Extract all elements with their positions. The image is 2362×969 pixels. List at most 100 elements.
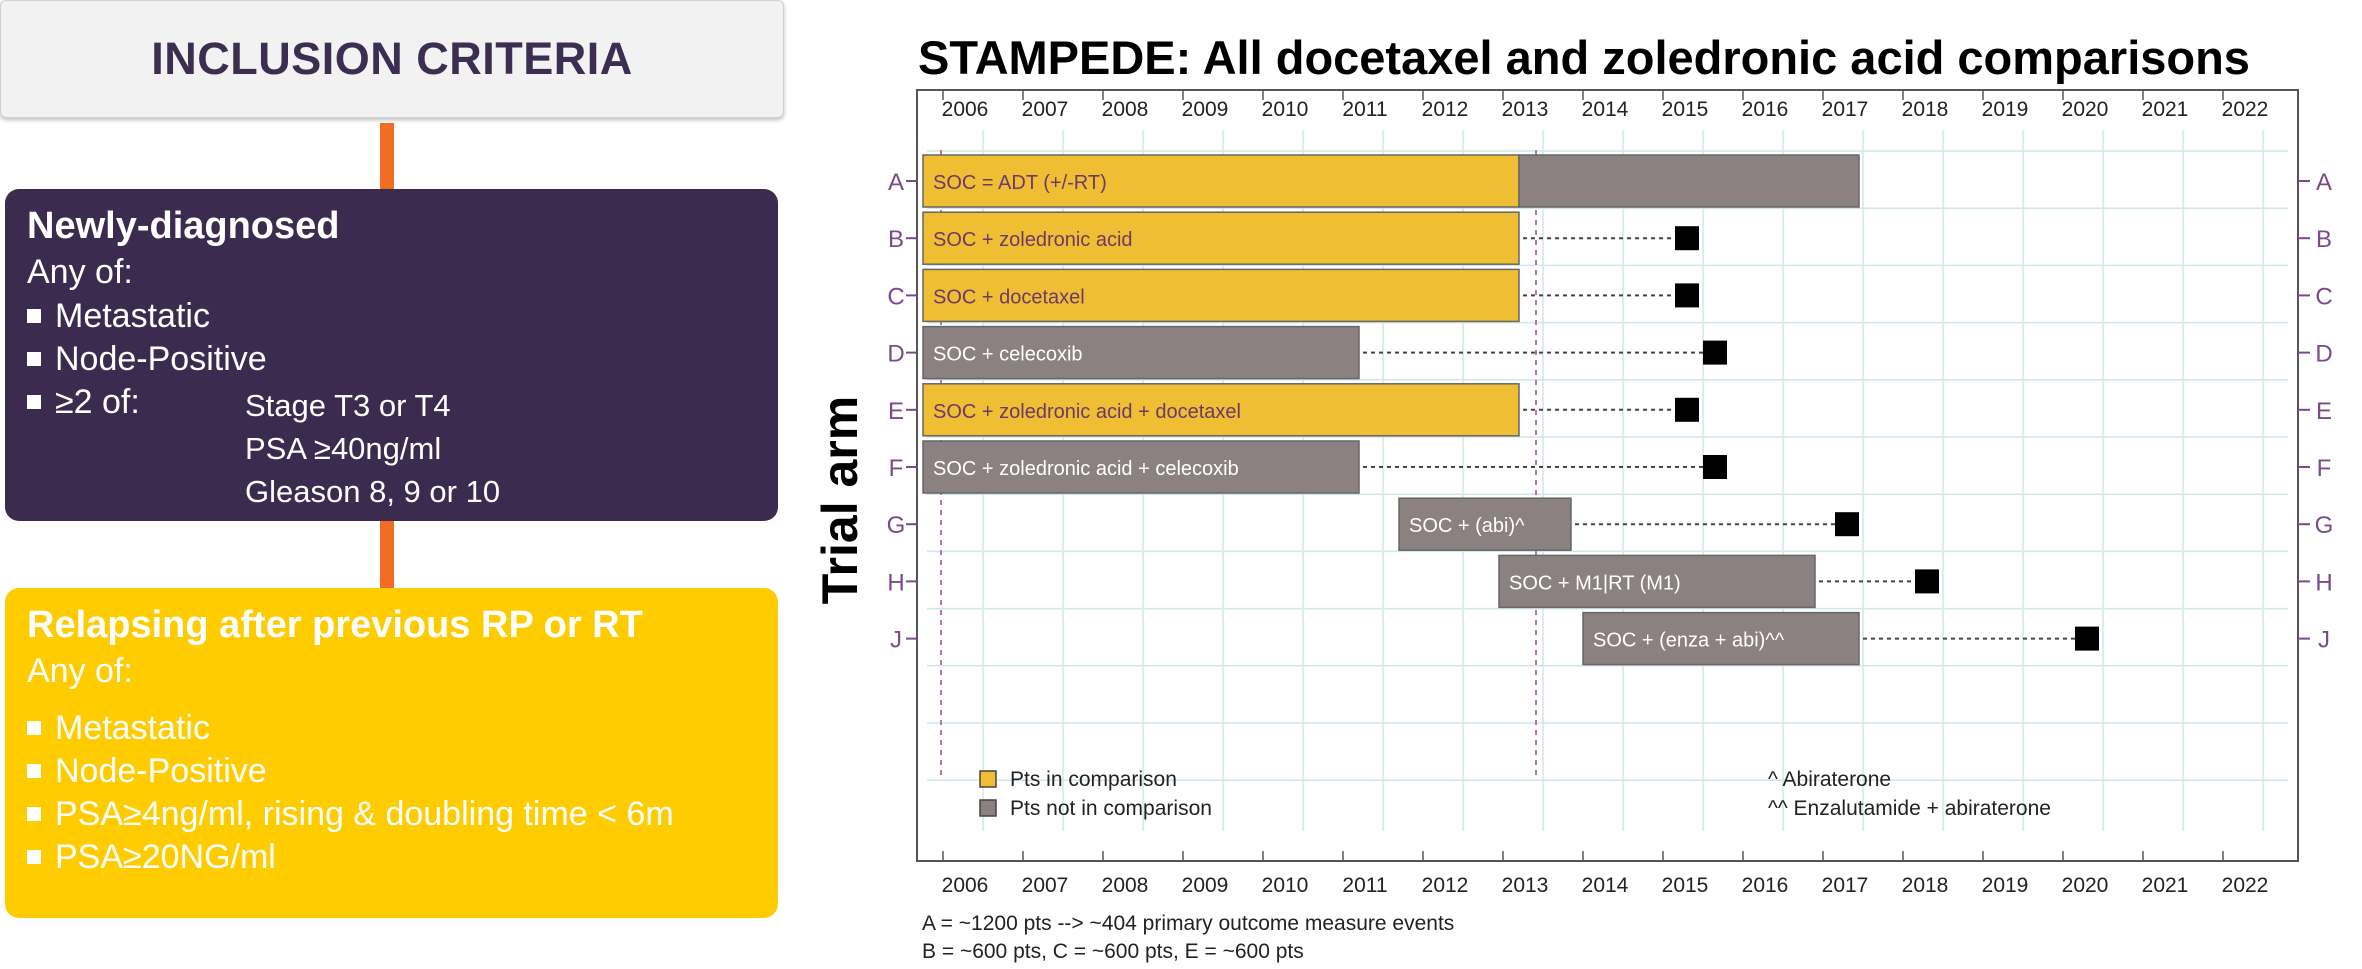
bar-not-in-comparison <box>1518 154 1860 208</box>
x-tick-label-bottom: 2019 <box>1982 874 2029 897</box>
x-tick-label-bottom: 2008 <box>1102 874 1149 897</box>
x-tick-label-top: 2017 <box>1822 98 1869 121</box>
arm-label-right: A <box>2316 169 2332 196</box>
x-tick-label-bottom: 2016 <box>1742 874 1789 897</box>
endpoint-marker <box>1703 340 1727 365</box>
arm-label-right: G <box>2315 512 2334 539</box>
list-item-text: PSA≥4ng/ml, rising & doubling time < 6m <box>55 795 674 833</box>
list-item: Metastatic <box>27 709 210 748</box>
bar-in-comparison <box>922 383 1520 437</box>
list-item-text: Node-Positive <box>55 752 267 790</box>
arm-label-left: C <box>887 283 904 310</box>
list-item: PSA≥20NG/ml <box>27 838 276 877</box>
x-tick-label-bottom: 2006 <box>942 874 989 897</box>
bar-in-comparison <box>922 268 1520 323</box>
endpoint-marker <box>1915 569 1939 594</box>
x-tick-label-bottom: 2020 <box>2062 874 2109 897</box>
x-tick-label-bottom: 2012 <box>1422 874 1469 897</box>
x-tick-label-top: 2009 <box>1182 98 1229 121</box>
list-item-text: Node-Positive <box>55 340 267 378</box>
list-item: Metastatic <box>27 297 210 336</box>
bullet-icon <box>27 395 41 409</box>
list-item: Node-Positive <box>27 752 267 791</box>
bar-label: SOC + docetaxel <box>933 286 1085 308</box>
list-item-text: Metastatic <box>55 297 210 335</box>
arm-label-right: J <box>2318 627 2330 654</box>
arm-label-left: A <box>888 169 904 196</box>
bar-not-in-comparison <box>922 440 1360 494</box>
bar-not-in-comparison <box>1582 611 1860 666</box>
bar-label: SOC + (abi)^ <box>1409 515 1525 537</box>
arm-label-right: F <box>2317 455 2332 482</box>
x-tick-label-bottom: 2018 <box>1902 874 1949 897</box>
sub-item: Stage T3 or T4 <box>245 388 451 423</box>
sub-item: PSA ≥40ng/ml <box>245 431 442 466</box>
bar-label: SOC + (enza + abi)^^ <box>1593 630 1785 652</box>
arm-label-right: E <box>2316 398 2332 425</box>
arm-label-left: D <box>887 341 904 368</box>
x-tick-label-top: 2018 <box>1902 98 1949 121</box>
sub-item: Gleason 8, 9 or 10 <box>245 474 501 509</box>
arm-label-right: H <box>2315 569 2332 596</box>
x-tick-label-top: 2011 <box>1342 98 1387 121</box>
list-item-text: ≥2 of: <box>55 383 140 421</box>
x-tick-label-bottom: 2015 <box>1662 874 1709 897</box>
note-enzalutamide: ^^ Enzalutamide + abiraterone <box>1768 797 2051 820</box>
bar-label: SOC + zoledronic acid + docetaxel <box>933 401 1241 423</box>
bar-label: SOC = ADT (+/-RT) <box>933 172 1107 194</box>
x-tick-label-top: 2014 <box>1582 98 1629 121</box>
bar-not-in-comparison <box>1498 554 1816 609</box>
list-item: Node-Positive <box>27 340 267 379</box>
list-item: PSA≥4ng/ml, rising & doubling time < 6m <box>27 795 674 834</box>
x-tick-label-top: 2007 <box>1022 98 1069 121</box>
x-tick-label-top: 2015 <box>1662 98 1709 121</box>
endpoint-marker <box>1675 397 1699 422</box>
bar-in-comparison <box>922 154 1520 208</box>
x-tick-label-top: 2008 <box>1102 98 1149 121</box>
relapsing-title: Relapsing after previous RP or RT <box>27 604 643 646</box>
legend-label-out: Pts not in comparison <box>1010 797 1212 820</box>
relapsing-any-of: Any of: <box>27 652 133 690</box>
list-item-text: Metastatic <box>55 709 210 747</box>
x-tick-label-bottom: 2022 <box>2222 874 2269 897</box>
footnote-a: A = ~1200 pts --> ~404 primary outcome m… <box>922 912 1454 935</box>
legend-swatch-in <box>979 770 997 788</box>
bullet-icon <box>27 764 41 778</box>
newly-any-of: Any of: <box>27 253 133 291</box>
x-tick-label-top: 2012 <box>1422 98 1469 121</box>
arm-label-left: J <box>890 627 902 654</box>
bullet-icon <box>27 807 41 821</box>
x-tick-label-bottom: 2017 <box>1822 874 1869 897</box>
bar-label: SOC + zoledronic acid + celecoxib <box>933 458 1239 480</box>
x-tick-label-top: 2006 <box>942 98 989 121</box>
bar-not-in-comparison <box>922 325 1360 380</box>
x-tick-label-bottom: 2011 <box>1342 874 1387 897</box>
bar-in-comparison <box>922 211 1520 265</box>
x-tick-label-bottom: 2013 <box>1502 874 1549 897</box>
list-item-text: PSA≥20NG/ml <box>55 838 276 876</box>
inclusion-criteria-title: INCLUSION CRITERIA <box>151 33 633 84</box>
endpoint-marker <box>1675 226 1699 251</box>
legend-swatch-out <box>979 799 997 817</box>
chart-title: STAMPEDE: All docetaxel and zoledronic a… <box>918 31 2250 84</box>
newly-diagnosed-panel: Newly-diagnosed Any of: Metastatic Node-… <box>5 189 778 521</box>
bar-not-in-comparison <box>1398 497 1572 551</box>
note-abiraterone: ^ Abiraterone <box>1768 768 1891 791</box>
x-tick-label-top: 2013 <box>1502 98 1549 121</box>
newly-diagnosed-title: Newly-diagnosed <box>27 205 340 247</box>
x-tick-label-bottom: 2014 <box>1582 874 1629 897</box>
endpoint-marker <box>1835 512 1859 537</box>
arm-label-right: C <box>2315 283 2332 310</box>
x-tick-label-top: 2016 <box>1742 98 1789 121</box>
bar-label: SOC + M1|RT (M1) <box>1509 572 1681 594</box>
endpoint-marker <box>2075 626 2099 651</box>
connector-top <box>380 123 394 189</box>
bar-label: SOC + celecoxib <box>933 344 1083 366</box>
endpoint-marker <box>1703 455 1727 479</box>
bullet-icon <box>27 850 41 864</box>
x-tick-label-top: 2020 <box>2062 98 2109 121</box>
x-tick-label-bottom: 2007 <box>1022 874 1069 897</box>
arm-label-left: G <box>887 512 906 539</box>
bullet-icon <box>27 352 41 366</box>
endpoint-marker <box>1675 283 1699 308</box>
